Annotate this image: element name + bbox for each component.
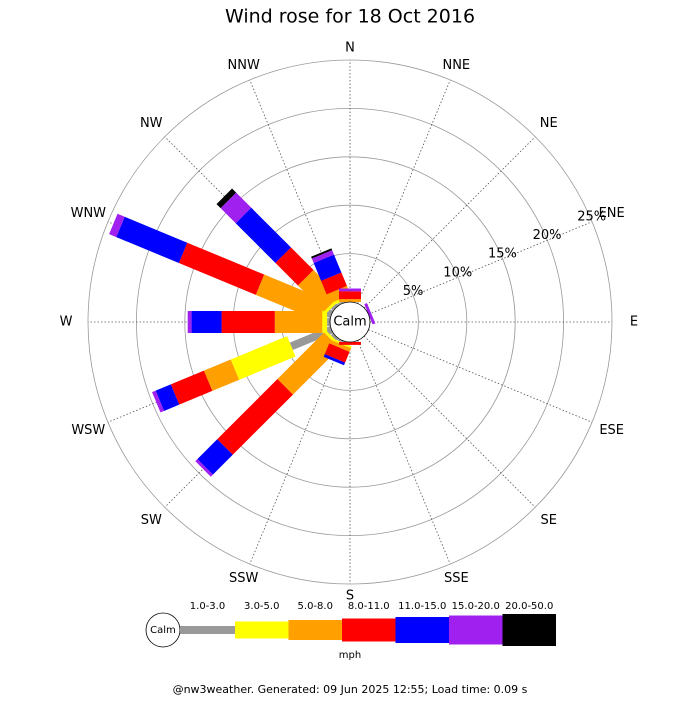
rose-segment — [330, 302, 339, 311]
direction-label: E — [630, 315, 638, 330]
legend-swatch — [449, 615, 503, 645]
chart-title: Wind rose for 18 Oct 2016 — [225, 6, 475, 28]
rose-segment — [217, 379, 293, 455]
direction-label: W — [60, 315, 73, 330]
footer: @nw3weather. Generated: 09 Jun 2025 12:5… — [173, 683, 528, 696]
rose-segment — [339, 288, 361, 292]
rose-segment — [339, 299, 361, 302]
rose-segment — [311, 248, 333, 259]
r-tick-label: 15% — [488, 247, 517, 262]
direction-label: SSW — [229, 571, 259, 586]
direction-label: NNE — [442, 58, 470, 73]
calm-label: Calm — [333, 315, 366, 330]
legend-label: 3.0-5.0 — [244, 601, 279, 612]
rose-segment — [116, 216, 188, 264]
legend-swatch — [342, 618, 396, 642]
direction-label: SW — [141, 513, 162, 528]
legend-label: 15.0-20.0 — [452, 601, 500, 612]
rose-segment — [235, 207, 291, 263]
rose-segment — [277, 332, 340, 395]
rose-segment — [311, 250, 334, 264]
rose-segment — [329, 339, 352, 352]
direction-label: NE — [540, 116, 558, 131]
rose-segment — [297, 269, 340, 312]
rose-segment — [220, 192, 252, 224]
direction-label: NW — [140, 116, 163, 131]
direction-label: N — [345, 41, 355, 56]
r-tick-label: 20% — [533, 228, 562, 243]
rose-segment — [197, 439, 233, 475]
rose-segment — [327, 318, 330, 326]
rose-segment — [109, 213, 125, 238]
direction-label: WSW — [71, 423, 105, 438]
rose-segment — [155, 384, 180, 411]
rose-segment — [339, 291, 361, 300]
rose-segment — [339, 342, 361, 345]
legend-label: 11.0-15.0 — [398, 601, 446, 612]
legend-label: 20.0-50.0 — [505, 601, 553, 612]
rose-segment — [275, 247, 314, 286]
r-tick-label: 10% — [443, 265, 472, 280]
direction-label: SE — [541, 513, 557, 528]
legend-unit: mph — [339, 650, 361, 661]
legend-swatch — [502, 614, 556, 646]
direction-label: SSE — [444, 571, 469, 586]
direction-label: S — [346, 589, 354, 604]
rose-segment — [195, 459, 213, 477]
direction-label: ENE — [599, 206, 625, 221]
rose-segment — [216, 188, 237, 209]
rose-segment — [170, 370, 213, 405]
rose-segment — [152, 390, 165, 413]
r-tick-label: 25% — [577, 209, 606, 224]
rose-segment — [255, 274, 327, 321]
direction-label: WNW — [71, 206, 107, 221]
legend-swatch — [288, 620, 342, 640]
calm-circle — [329, 301, 371, 343]
rose-segment — [321, 272, 347, 295]
legend-calm-label: Calm — [150, 625, 176, 636]
grid-ring — [184, 156, 516, 488]
rose-segment — [221, 311, 275, 333]
rose-segment — [313, 254, 342, 281]
rose-segment — [191, 311, 222, 333]
rose-segment — [324, 343, 350, 363]
rose-segment — [325, 308, 334, 319]
rose-segment — [230, 336, 296, 380]
legend-label: 1.0-3.0 — [190, 601, 225, 612]
rose-segment — [187, 311, 192, 333]
direction-label: NNW — [228, 58, 260, 73]
rose-segment — [203, 359, 240, 391]
rose-segment — [364, 303, 376, 325]
rose-segment — [178, 242, 265, 295]
legend-swatch — [180, 626, 235, 634]
legend-label: 5.0-8.0 — [298, 601, 333, 612]
legend-label: 8.0-11.0 — [348, 601, 390, 612]
legend-swatch — [235, 621, 289, 639]
rose-segment — [330, 333, 339, 342]
rose-segment — [323, 354, 346, 366]
direction-label: ESE — [599, 423, 624, 438]
legend-swatch — [395, 617, 449, 643]
r-tick-label: 5% — [403, 284, 424, 299]
